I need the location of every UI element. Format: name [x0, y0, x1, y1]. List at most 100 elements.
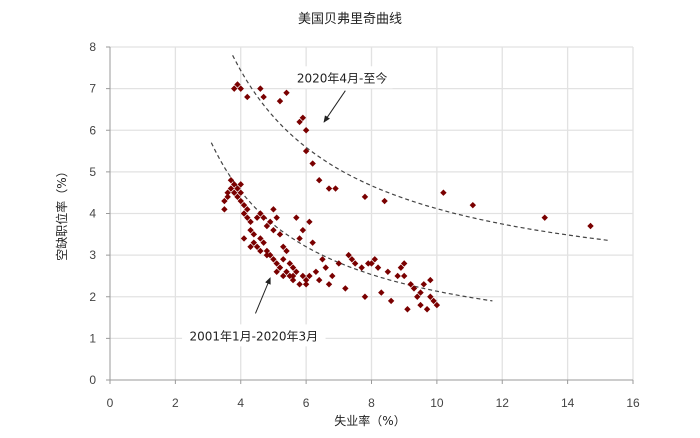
- data-point-marker: [345, 251, 352, 259]
- annotation-arrow-icon: [254, 277, 271, 314]
- data-point-marker: [286, 272, 293, 280]
- data-point-marker: [280, 272, 287, 280]
- data-point-marker: [309, 160, 316, 167]
- data-point-marker: [414, 293, 421, 300]
- data-point-marker: [266, 251, 274, 259]
- data-point-marker: [276, 264, 284, 271]
- data-point-marker: [302, 281, 310, 288]
- data-point-marker: [234, 81, 241, 88]
- x-tick-label: 14: [561, 396, 575, 410]
- data-point-marker: [231, 181, 238, 188]
- y-axis-ticks: 0 1 2 3 4 5 6 7 8: [89, 40, 110, 387]
- data-point-marker: [348, 256, 356, 263]
- data-point-marker: [257, 85, 264, 92]
- data-point-marker: [407, 281, 414, 288]
- data-point-marker: [273, 260, 280, 267]
- data-points: [221, 81, 594, 313]
- data-point-marker: [351, 260, 359, 267]
- data-point-marker: [302, 147, 310, 155]
- y-tick-label: 5: [89, 165, 96, 179]
- data-point-marker: [289, 264, 297, 271]
- data-point-marker: [381, 197, 388, 205]
- data-point-marker: [260, 214, 267, 221]
- data-point-marker: [394, 272, 401, 280]
- data-point-marker: [420, 281, 427, 288]
- data-point-marker: [289, 272, 297, 280]
- data-point-marker: [260, 239, 267, 246]
- data-point-marker: [237, 85, 244, 92]
- data-point-marker: [299, 226, 307, 234]
- data-point-marker: [361, 193, 369, 201]
- data-point-marker: [312, 268, 320, 275]
- data-point-marker: [276, 231, 284, 238]
- data-point-marker: [231, 85, 238, 92]
- data-point-marker: [231, 189, 238, 196]
- data-point-marker: [270, 206, 277, 213]
- annotation-label: 2020年4月-至今: [297, 70, 388, 85]
- data-point-marker: [541, 214, 548, 221]
- data-point-marker: [247, 218, 254, 226]
- data-point-marker: [253, 243, 261, 250]
- data-point-marker: [237, 189, 244, 196]
- data-point-marker: [247, 226, 254, 234]
- x-tick-label: 8: [368, 396, 375, 410]
- data-point-marker: [237, 197, 244, 205]
- y-tick-label: 0: [89, 373, 96, 387]
- data-point-marker: [400, 272, 408, 280]
- annotation-box: [182, 324, 326, 347]
- data-point-marker: [263, 251, 271, 259]
- data-point-marker: [417, 301, 424, 309]
- data-point-marker: [332, 185, 339, 192]
- data-point-marker: [250, 231, 258, 238]
- x-tick-label: 2: [172, 396, 179, 410]
- data-point-marker: [296, 281, 303, 288]
- data-point-marker: [221, 197, 228, 205]
- data-point-marker: [322, 264, 329, 271]
- gridlines: [110, 46, 634, 380]
- data-point-marker: [227, 177, 235, 184]
- data-point-marker: [469, 201, 477, 209]
- data-point-marker: [302, 276, 310, 284]
- data-point-marker: [316, 276, 323, 284]
- data-point-marker: [410, 285, 418, 292]
- data-point-marker: [240, 201, 248, 209]
- data-point-marker: [270, 256, 277, 263]
- annotations: 2020年4月-至今 2001年1月-2020年3月: [182, 66, 393, 347]
- data-point-marker: [286, 260, 293, 267]
- data-point-marker: [378, 289, 385, 296]
- data-point-marker: [384, 268, 392, 275]
- data-point-marker: [283, 268, 290, 275]
- data-point-marker: [299, 272, 307, 280]
- data-point-marker: [319, 256, 326, 263]
- trendline: [232, 55, 611, 242]
- y-tick-label: 8: [89, 40, 96, 54]
- data-point-marker: [270, 226, 277, 234]
- data-point-marker: [397, 264, 405, 271]
- data-point-marker: [427, 293, 434, 300]
- annotation-arrow-icon: [323, 90, 346, 123]
- data-point-marker: [368, 260, 375, 267]
- data-point-marker: [371, 256, 378, 263]
- data-point-marker: [244, 93, 251, 101]
- y-tick-label: 3: [89, 248, 96, 262]
- data-point-marker: [325, 281, 333, 288]
- data-point-marker: [234, 185, 241, 192]
- x-tick-label: 12: [496, 396, 510, 410]
- data-point-marker: [250, 239, 258, 246]
- data-point-marker: [253, 214, 261, 221]
- data-point-marker: [257, 235, 264, 242]
- data-point-marker: [224, 193, 231, 201]
- data-point-marker: [417, 289, 424, 296]
- data-point-marker: [240, 235, 248, 242]
- data-point-marker: [342, 285, 349, 292]
- y-axis-label: 空缺职位率（%）: [54, 165, 69, 260]
- chart-title: 美国贝弗里奇曲线: [298, 11, 402, 27]
- data-point-marker: [257, 247, 264, 255]
- data-point-marker: [299, 114, 307, 121]
- x-tick-label: 6: [303, 396, 310, 410]
- data-point-marker: [237, 181, 244, 188]
- data-point-marker: [266, 218, 274, 226]
- data-point-marker: [404, 306, 411, 313]
- data-point-marker: [257, 210, 264, 217]
